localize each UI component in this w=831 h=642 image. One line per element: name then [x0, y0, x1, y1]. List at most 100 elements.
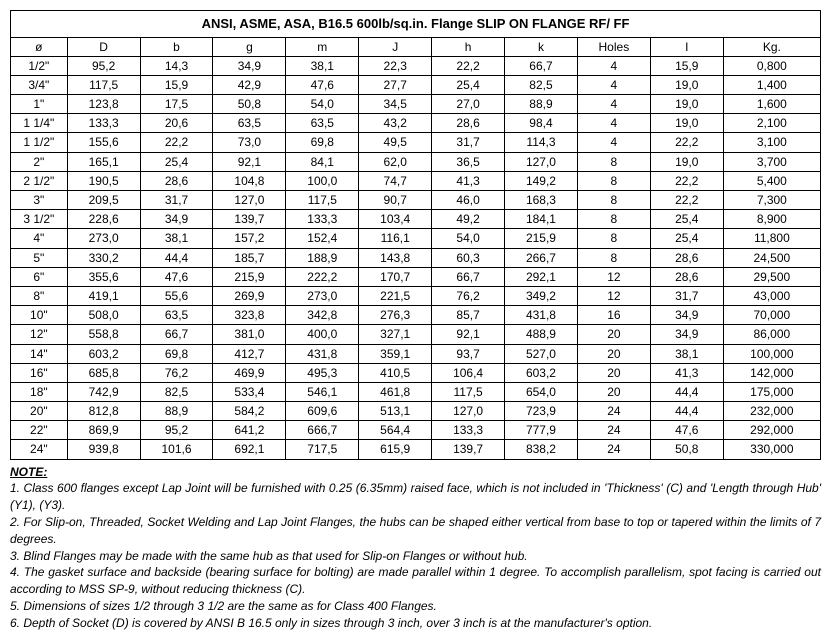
cell: 47,6	[650, 421, 723, 440]
cell: 24	[577, 421, 650, 440]
cell: 14"	[11, 344, 68, 363]
cell: 43,2	[359, 114, 432, 133]
cell: 27,7	[359, 75, 432, 94]
table-row: 8"419,155,6269,9273,0221,576,2349,21231,…	[11, 286, 821, 305]
cell: 12	[577, 286, 650, 305]
cell: 692,1	[213, 440, 286, 459]
cell: 584,2	[213, 402, 286, 421]
cell: 10"	[11, 306, 68, 325]
cell: 24,500	[723, 248, 820, 267]
cell: 20,6	[140, 114, 213, 133]
note-line: 5. Dimensions of sizes 1/2 through 3 1/2…	[10, 598, 821, 615]
cell: 359,1	[359, 344, 432, 363]
table-row: 3 1/2"228,634,9139,7133,3103,449,2184,18…	[11, 210, 821, 229]
cell: 5,400	[723, 171, 820, 190]
cell: 82,5	[505, 75, 578, 94]
table-row: 14"603,269,8412,7431,8359,193,7527,02038…	[11, 344, 821, 363]
cell: 184,1	[505, 210, 578, 229]
cell: 209,5	[67, 191, 140, 210]
cell: 5"	[11, 248, 68, 267]
col-header: I	[650, 37, 723, 56]
cell: 190,5	[67, 171, 140, 190]
cell: 84,1	[286, 152, 359, 171]
cell: 533,4	[213, 382, 286, 401]
cell: 93,7	[432, 344, 505, 363]
cell: 104,8	[213, 171, 286, 190]
table-row: 1 1/2"155,622,273,069,849,531,7114,3422,…	[11, 133, 821, 152]
table-row: 1/2"95,214,334,938,122,322,266,7415,90,8…	[11, 56, 821, 75]
cell: 127,0	[432, 402, 505, 421]
cell: 461,8	[359, 382, 432, 401]
column-header-row: øDbgmJhkHolesIKg.	[11, 37, 821, 56]
cell: 327,1	[359, 325, 432, 344]
cell: 615,9	[359, 440, 432, 459]
cell: 16	[577, 306, 650, 325]
cell: 63,5	[286, 114, 359, 133]
cell: 609,6	[286, 402, 359, 421]
col-header: Holes	[577, 37, 650, 56]
cell: 149,2	[505, 171, 578, 190]
cell: 29,500	[723, 267, 820, 286]
table-row: 2 1/2"190,528,6104,8100,074,741,3149,282…	[11, 171, 821, 190]
cell: 349,2	[505, 286, 578, 305]
cell: 95,2	[140, 421, 213, 440]
cell: 18"	[11, 382, 68, 401]
cell: 28,6	[650, 267, 723, 286]
table-row: 3"209,531,7127,0117,590,746,0168,3822,27…	[11, 191, 821, 210]
cell: 34,5	[359, 95, 432, 114]
cell: 6"	[11, 267, 68, 286]
cell: 24	[577, 402, 650, 421]
cell: 1/2"	[11, 56, 68, 75]
cell: 43,000	[723, 286, 820, 305]
cell: 2 1/2"	[11, 171, 68, 190]
table-row: 18"742,982,5533,4546,1461,8117,5654,0204…	[11, 382, 821, 401]
cell: 15,9	[140, 75, 213, 94]
cell: 3/4"	[11, 75, 68, 94]
cell: 133,3	[432, 421, 505, 440]
cell: 47,6	[140, 267, 213, 286]
cell: 41,3	[432, 171, 505, 190]
cell: 292,000	[723, 421, 820, 440]
cell: 42,9	[213, 75, 286, 94]
cell: 19,0	[650, 95, 723, 114]
cell: 155,6	[67, 133, 140, 152]
cell: 85,7	[432, 306, 505, 325]
cell: 3,700	[723, 152, 820, 171]
cell: 34,9	[650, 306, 723, 325]
cell: 14,3	[140, 56, 213, 75]
cell: 3,100	[723, 133, 820, 152]
cell: 431,8	[505, 306, 578, 325]
cell: 273,0	[67, 229, 140, 248]
cell: 355,6	[67, 267, 140, 286]
col-header: h	[432, 37, 505, 56]
col-header: J	[359, 37, 432, 56]
cell: 116,1	[359, 229, 432, 248]
cell: 185,7	[213, 248, 286, 267]
cell: 8	[577, 248, 650, 267]
cell: 100,0	[286, 171, 359, 190]
cell: 8"	[11, 286, 68, 305]
cell: 139,7	[213, 210, 286, 229]
cell: 73,0	[213, 133, 286, 152]
cell: 20"	[11, 402, 68, 421]
cell: 27,0	[432, 95, 505, 114]
cell: 66,7	[140, 325, 213, 344]
cell: 3 1/2"	[11, 210, 68, 229]
cell: 558,8	[67, 325, 140, 344]
cell: 869,9	[67, 421, 140, 440]
cell: 44,4	[650, 402, 723, 421]
cell: 139,7	[432, 440, 505, 459]
cell: 513,1	[359, 402, 432, 421]
cell: 92,1	[213, 152, 286, 171]
cell: 106,4	[432, 363, 505, 382]
cell: 8	[577, 171, 650, 190]
table-title: ANSI, ASME, ASA, B16.5 600lb/sq.in. Flan…	[11, 11, 821, 38]
cell: 170,7	[359, 267, 432, 286]
cell: 22,2	[650, 171, 723, 190]
cell: 74,7	[359, 171, 432, 190]
cell: 50,8	[650, 440, 723, 459]
cell: 92,1	[432, 325, 505, 344]
cell: 2"	[11, 152, 68, 171]
cell: 323,8	[213, 306, 286, 325]
cell: 165,1	[67, 152, 140, 171]
